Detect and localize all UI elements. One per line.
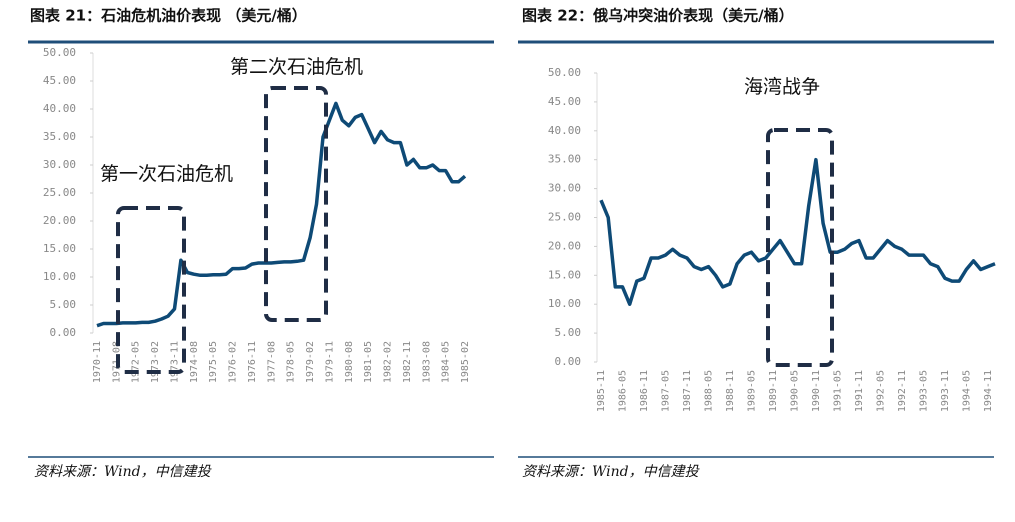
y-tick-label: 0.00: [555, 355, 582, 368]
x-tick-label: 1992-05: [875, 370, 886, 412]
y-tick-label: 10.00: [43, 270, 76, 283]
y-tick-label: 50.00: [43, 46, 76, 59]
annotation: 第一次石油危机: [100, 163, 233, 185]
x-tick-label: 1976-11: [247, 341, 258, 383]
x-tick-label: 1985-02: [460, 341, 471, 383]
annotation: 第二次石油危机: [230, 56, 363, 78]
x-tick-label: 1984-05: [441, 341, 452, 383]
source-note: 资料来源：Wind，中信建投: [522, 464, 701, 480]
price-line: [599, 157, 996, 306]
y-tick-label: 5.00: [50, 298, 77, 311]
x-tick-label: 1986-11: [639, 370, 650, 412]
chart-title: 图表 21：石油危机油价表现 （美元/桶）: [30, 7, 307, 25]
x-tick-label: 1988-11: [725, 370, 736, 412]
x-tick-label: 1973-11: [169, 341, 180, 383]
y-tick-label: 30.00: [548, 182, 581, 195]
y-tick-label: 20.00: [43, 214, 76, 227]
y-tick-label: 10.00: [548, 297, 581, 310]
x-tick-label: 1985-11: [596, 370, 607, 412]
y-tick-label: 25.00: [43, 186, 76, 199]
x-tick-label: 1976-02: [228, 341, 239, 383]
x-tick-label: 1990-11: [811, 370, 822, 412]
x-tick-label: 1978-05: [286, 341, 297, 383]
y-tick-label: 0.00: [50, 326, 77, 339]
y-tick-label: 40.00: [548, 124, 581, 137]
y-tick-label: 45.00: [548, 95, 581, 108]
x-tick-label: 1974-08: [189, 341, 200, 383]
x-tick-label: 1987-11: [682, 370, 693, 412]
x-tick-label: 1990-05: [789, 370, 800, 412]
price-line: [96, 101, 467, 328]
source-note: 资料来源：Wind，中信建投: [34, 464, 213, 480]
x-tick-label: 1980-08: [344, 341, 355, 383]
x-tick-label: 1991-05: [832, 370, 843, 412]
x-tick-label: 1972-05: [131, 341, 142, 383]
highlight-box: [116, 206, 186, 374]
x-tick-label: 1991-11: [854, 370, 865, 412]
x-tick-label: 1986-05: [617, 370, 628, 412]
x-tick-label: 1975-05: [208, 341, 219, 383]
y-tick-label: 15.00: [43, 242, 76, 255]
x-tick-label: 1993-05: [918, 370, 929, 412]
highlight-boxes: [116, 86, 834, 374]
y-tick-label: 40.00: [43, 102, 76, 115]
x-tick-label: 1992-11: [897, 370, 908, 412]
x-tick-label: 1979-02: [305, 341, 316, 383]
x-tick-label: 1981-05: [363, 341, 374, 383]
y-tick-label: 45.00: [43, 74, 76, 87]
x-tick-label: 1979-11: [324, 341, 335, 383]
x-tick-label: 1994-11: [983, 370, 994, 412]
y-tick-label: 5.00: [555, 326, 582, 339]
highlight-box: [264, 86, 328, 322]
x-tick-label: 1988-05: [703, 370, 714, 412]
highlight-box: [766, 128, 834, 367]
y-tick-label: 35.00: [548, 153, 581, 166]
x-tick-label: 1973-02: [150, 341, 161, 383]
x-tick-label: 1977-08: [266, 341, 277, 383]
annotation: 海湾战争: [744, 76, 820, 98]
y-tick-label: 35.00: [43, 130, 76, 143]
x-tick-label: 1982-02: [383, 341, 394, 383]
y-tick-label: 25.00: [548, 211, 581, 224]
x-tick-label: 1994-05: [961, 370, 972, 412]
x-tick-label: 1993-11: [940, 370, 951, 412]
y-tick-label: 20.00: [548, 239, 581, 252]
y-tick-label: 30.00: [43, 158, 76, 171]
x-tick-label: 1982-11: [402, 341, 413, 383]
y-tick-label: 15.00: [548, 268, 581, 281]
chart-title: 图表 22：俄乌冲突油价表现（美元/桶）: [522, 7, 794, 25]
plots: 0.00 5.00 10.00 15.00 20.00 25.00 30.00 35.00 40…: [43, 46, 996, 412]
x-tick-label: 1989-05: [746, 370, 757, 412]
x-tick-label: 1970-11: [92, 341, 103, 383]
y-tick-label: 50.00: [548, 66, 581, 79]
x-tick-label: 1987-05: [660, 370, 671, 412]
x-tick-label: 1989-11: [768, 370, 779, 412]
x-tick-label: 1983-08: [421, 341, 432, 383]
